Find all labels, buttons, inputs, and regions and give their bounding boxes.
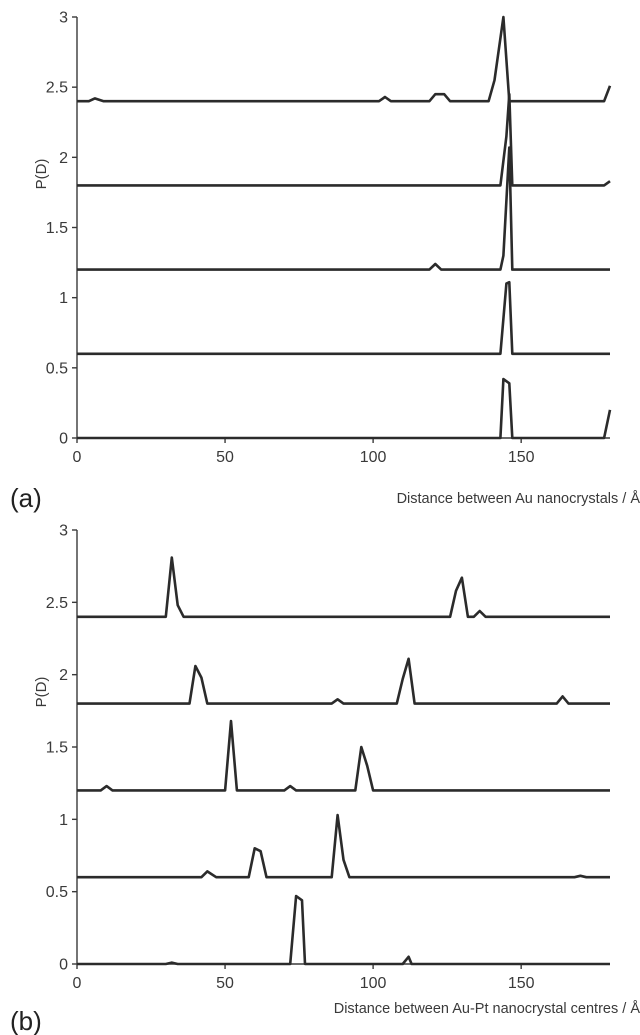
x-tick-label-b: 50 (216, 975, 234, 992)
y-tick-label-a: 3 (59, 10, 68, 27)
y-tick-label-b: 2.5 (46, 595, 68, 612)
y-tick-label-b: 0 (59, 957, 68, 974)
x-tick-label-a: 150 (508, 449, 535, 466)
x-tick-label-b: 0 (73, 975, 82, 992)
x-tick-label-b: 100 (360, 975, 387, 992)
panel-label-b: (b) (10, 1006, 42, 1035)
series-line-b-4 (77, 657, 610, 705)
x-tick-label-a: 100 (360, 449, 387, 466)
y-tick-label-a: 2 (59, 150, 68, 167)
series-line-b-3 (77, 719, 610, 792)
series-line-a-3 (77, 146, 610, 271)
y-tick-label-a: 0.5 (46, 360, 68, 377)
y-axis-label-a: P(D) (33, 159, 50, 190)
panel-label-a: (a) (10, 483, 42, 513)
y-tick-label-a: 1 (59, 290, 68, 307)
y-tick-label-b: 0.5 (46, 884, 68, 901)
y-tick-label-a: 0 (59, 431, 68, 448)
y-tick-label-b: 3 (59, 523, 68, 540)
series-line-a-5 (77, 15, 612, 103)
series-line-b-1 (77, 894, 610, 966)
y-tick-label-a: 2.5 (46, 80, 68, 97)
x-tick-label-a: 0 (73, 449, 82, 466)
y-axis-label-b: P(D) (33, 677, 50, 708)
chart-panel-b: (b) Distance between Au-Pt nanocrystal c… (10, 523, 640, 1035)
series-line-a-1 (77, 377, 612, 440)
y-tick-label-b: 1.5 (46, 740, 68, 757)
x-axis-label-a: Distance between Au nanocrystals / Å (397, 490, 640, 507)
y-tick-label-b: 1 (59, 812, 68, 829)
series-line-a-2 (77, 280, 610, 356)
y-tick-label-b: 2 (59, 667, 68, 684)
series-line-b-2 (77, 813, 610, 879)
series-line-b-5 (77, 556, 610, 619)
chart-panel-a: (a) Distance between Au nanocrystals / Å… (10, 10, 640, 514)
x-tick-label-a: 50 (216, 449, 234, 466)
x-axis-label-b: Distance between Au-Pt nanocrystal centr… (334, 1000, 640, 1017)
y-tick-label-a: 1.5 (46, 220, 68, 237)
series-line-a-4 (77, 92, 611, 187)
x-tick-label-b: 150 (508, 975, 535, 992)
